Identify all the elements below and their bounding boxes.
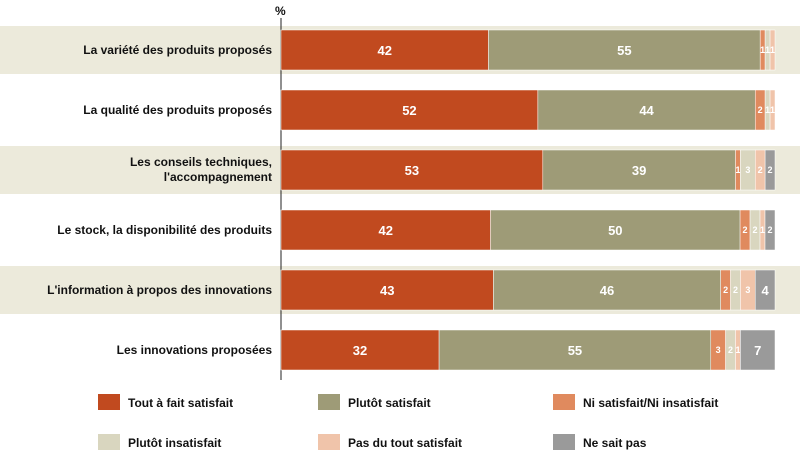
- legend-swatch: [553, 434, 575, 450]
- data-label: 2: [733, 285, 738, 295]
- legend-swatch: [318, 394, 340, 410]
- data-label: 1: [760, 45, 765, 55]
- data-label: 1: [735, 345, 740, 355]
- unit-label: %: [275, 4, 286, 18]
- data-label: 2: [743, 225, 748, 235]
- data-label: 1: [760, 225, 765, 235]
- data-label: 3: [716, 345, 721, 355]
- category-label: La qualité des produits proposés: [83, 103, 272, 117]
- legend-swatch: [98, 434, 120, 450]
- data-label: 4: [762, 283, 770, 298]
- bar-segment: [280, 329, 440, 371]
- data-label: 3: [745, 165, 750, 175]
- data-label: 55: [617, 43, 631, 58]
- legend-swatch: [318, 434, 340, 450]
- legend-swatch: [553, 394, 575, 410]
- data-label: 2: [768, 165, 773, 175]
- legend-label: Plutôt insatisfait: [128, 436, 221, 450]
- data-label: 32: [353, 343, 367, 358]
- legend-label: Tout à fait satisfait: [128, 396, 233, 410]
- category-label: La variété des produits proposés: [83, 43, 272, 57]
- bar-segment: [490, 209, 741, 251]
- data-label: 55: [568, 343, 582, 358]
- bar-segment: [754, 269, 776, 311]
- data-label: 1: [770, 105, 775, 115]
- bar-segment: [280, 29, 489, 71]
- bar-segment: [280, 149, 544, 191]
- category-label: Les innovations proposées: [117, 343, 273, 357]
- data-label: 1: [770, 45, 775, 55]
- data-label: 3: [745, 285, 750, 295]
- data-label: 1: [765, 105, 770, 115]
- bar-segment: [537, 89, 756, 131]
- bar-segment: [493, 269, 721, 311]
- bar-segment: [438, 329, 712, 371]
- bar-segment: [740, 329, 776, 371]
- data-label: 50: [608, 223, 622, 238]
- data-label: 39: [632, 163, 646, 178]
- bar-segment: [764, 149, 776, 191]
- data-label: 2: [758, 165, 763, 175]
- category-label: Le stock, la disponibilité des produits: [57, 223, 272, 237]
- data-label: 46: [600, 283, 614, 298]
- data-label: 42: [379, 223, 393, 238]
- bar-segment: [769, 89, 776, 131]
- data-label: 2: [768, 225, 773, 235]
- data-label: 2: [758, 105, 763, 115]
- data-label: 1: [735, 165, 740, 175]
- legend-label: Ni satisfait/Ni insatisfait: [583, 396, 718, 410]
- bar-segment: [280, 269, 494, 311]
- legend-swatch: [98, 394, 120, 410]
- data-label: 52: [402, 103, 416, 118]
- legend-label: Pas du tout satisfait: [348, 436, 462, 450]
- bar-segment: [764, 209, 776, 251]
- data-label: 1: [765, 45, 770, 55]
- category-label: l'accompagnement: [164, 170, 272, 184]
- category-label: Les conseils techniques,: [130, 155, 272, 169]
- bar-segment: [769, 29, 776, 71]
- data-label: 43: [380, 283, 394, 298]
- category-label: L'information à propos des innovations: [47, 283, 272, 297]
- bar-segment: [542, 149, 736, 191]
- data-label: 53: [405, 163, 419, 178]
- bar-segment: [280, 209, 491, 251]
- data-label: 42: [378, 43, 392, 58]
- legend-label: Ne sait pas: [583, 436, 647, 450]
- bar-segment: [488, 29, 761, 71]
- data-label: 2: [753, 225, 758, 235]
- bar-segment: [280, 89, 539, 131]
- data-label: 2: [728, 345, 733, 355]
- data-label: 7: [754, 343, 761, 358]
- data-label: 44: [639, 103, 654, 118]
- legend-label: Plutôt satisfait: [348, 396, 431, 410]
- data-label: 2: [723, 285, 728, 295]
